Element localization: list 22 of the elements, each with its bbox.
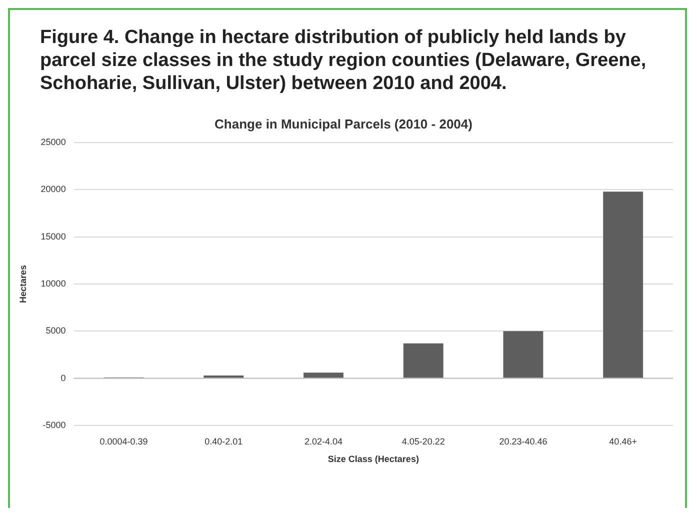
x-tick-label: 4.05-20.22 <box>402 436 445 446</box>
bar <box>603 192 644 378</box>
y-tick-label: 5000 <box>46 326 66 336</box>
y-tick-label: 10000 <box>40 278 66 288</box>
bar <box>204 375 244 378</box>
chart-subtitle: Change in Municipal Parcels (2010 - 2004) <box>214 116 472 132</box>
y-tick-label: -5000 <box>42 420 66 430</box>
y-axis-title: Hectares <box>18 264 28 304</box>
x-tick-label: 20.23-40.46 <box>499 436 548 446</box>
x-axis-title: Size Class (Hectares) <box>328 454 419 464</box>
x-tick-label: 40.46+ <box>609 436 637 446</box>
y-tick-label: 20000 <box>40 184 66 194</box>
x-tick-label: 2.02-4.04 <box>304 436 342 446</box>
bar <box>503 331 544 378</box>
y-tick-label: 15000 <box>40 231 66 242</box>
bar <box>304 372 344 378</box>
y-tick-label: 0 <box>60 372 66 383</box>
x-tick-label: 0.0004-0.39 <box>100 436 148 446</box>
y-tick-label: 25000 <box>40 137 66 148</box>
chart-title: Figure 4. Change in hectare distribution of publicly held lands by parcel size classes in the study region counties (Delaware, Greene, Schoharie, Sullivan, Ulster) between 2010 and 2004. <box>39 26 648 96</box>
x-tick-label: 0.40-2.01 <box>204 436 243 446</box>
bar <box>403 343 444 378</box>
